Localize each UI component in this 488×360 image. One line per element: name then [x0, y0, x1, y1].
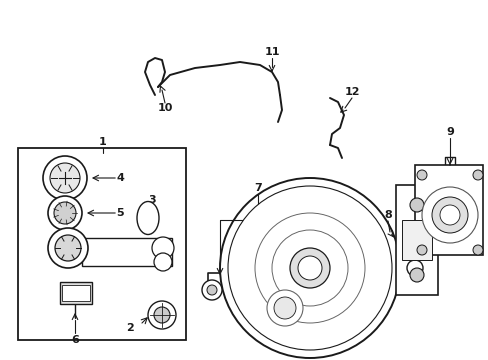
- Circle shape: [227, 186, 391, 350]
- Text: 5: 5: [116, 208, 123, 218]
- Bar: [82, 238, 172, 266]
- Text: 8: 8: [384, 210, 391, 220]
- Circle shape: [416, 245, 426, 255]
- Text: 10: 10: [157, 103, 172, 113]
- Text: 6: 6: [71, 335, 79, 345]
- Circle shape: [55, 235, 81, 261]
- Circle shape: [154, 253, 172, 271]
- Circle shape: [472, 170, 482, 180]
- Bar: [414, 165, 482, 255]
- Circle shape: [43, 156, 87, 200]
- Text: 7: 7: [254, 183, 262, 193]
- Circle shape: [50, 163, 80, 193]
- Circle shape: [472, 245, 482, 255]
- Circle shape: [48, 196, 82, 230]
- Bar: [395, 185, 437, 295]
- Circle shape: [409, 198, 423, 212]
- Circle shape: [202, 280, 222, 300]
- Circle shape: [273, 297, 295, 319]
- Bar: [18, 148, 185, 340]
- Bar: [401, 220, 431, 260]
- Circle shape: [421, 187, 477, 243]
- Text: 11: 11: [264, 47, 279, 57]
- Circle shape: [220, 178, 399, 358]
- Text: 1: 1: [99, 137, 107, 147]
- Circle shape: [254, 213, 364, 323]
- Circle shape: [271, 230, 347, 306]
- Ellipse shape: [137, 202, 159, 234]
- Circle shape: [154, 307, 170, 323]
- Circle shape: [406, 260, 422, 276]
- Circle shape: [297, 256, 321, 280]
- Circle shape: [48, 228, 88, 268]
- Circle shape: [206, 285, 217, 295]
- Text: 9: 9: [445, 127, 453, 137]
- Circle shape: [54, 202, 76, 224]
- Text: 2: 2: [126, 323, 134, 333]
- Text: 12: 12: [344, 87, 359, 97]
- Circle shape: [416, 170, 426, 180]
- Text: 4: 4: [116, 173, 123, 183]
- Circle shape: [152, 237, 174, 259]
- Circle shape: [439, 205, 459, 225]
- Bar: [62, 285, 90, 301]
- Circle shape: [409, 268, 423, 282]
- Bar: [60, 282, 92, 304]
- Circle shape: [266, 290, 303, 326]
- Text: 3: 3: [148, 195, 156, 205]
- Circle shape: [148, 301, 176, 329]
- Circle shape: [289, 248, 329, 288]
- Circle shape: [431, 197, 467, 233]
